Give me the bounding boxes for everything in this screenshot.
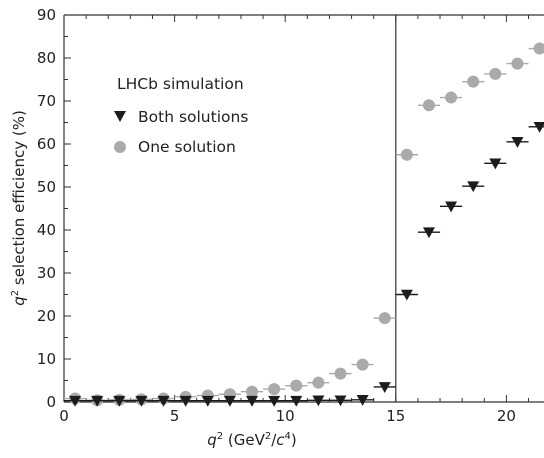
both-solutions-point	[240, 395, 264, 407]
both-solutions-point	[86, 395, 109, 407]
both-solutions-marker	[356, 395, 369, 406]
both-solutions-point	[395, 289, 418, 301]
y-tick-label: 30	[37, 264, 56, 282]
both-solutions-point	[174, 395, 197, 407]
x-tick-label: 20	[497, 407, 516, 425]
x-tick-label: 5	[170, 407, 180, 425]
both-solutions-point	[484, 158, 507, 170]
one-solution-marker	[422, 99, 435, 112]
both-solutions-point	[373, 382, 396, 393]
one-solution-point	[395, 148, 418, 161]
both-solutions-point	[130, 395, 153, 407]
both-solutions-marker	[445, 201, 458, 213]
both-solutions-marker	[268, 395, 281, 407]
both-solutions-point	[351, 395, 374, 406]
both-solutions-marker	[378, 382, 391, 393]
y-tick-label: 50	[37, 178, 56, 196]
both-solutions-marker	[312, 395, 325, 407]
axis-layer: 0 10 20 30 40 50 60 70 80 90 0 5 10 15 20	[37, 6, 544, 425]
one-solution-marker	[400, 148, 413, 161]
y-tick-label: 90	[37, 6, 56, 24]
x-tick-label: 15	[386, 407, 405, 425]
one-solution-marker	[334, 367, 347, 380]
y-tick-label: 80	[37, 49, 56, 67]
one-solution-point	[285, 379, 308, 392]
both-solutions-marker	[489, 158, 502, 170]
both-solutions-marker	[157, 395, 170, 407]
both-solutions-point	[285, 395, 308, 407]
one-solution-marker	[290, 379, 303, 392]
both-solutions-marker	[91, 395, 104, 407]
one-solution-point	[351, 358, 374, 371]
y-tick-label: 70	[37, 92, 56, 110]
one-solution-marker	[312, 376, 325, 389]
one-solution-point	[417, 99, 441, 112]
both-solutions-marker	[467, 181, 480, 193]
x-tick-label: 0	[59, 407, 69, 425]
one-solution-point	[307, 376, 330, 389]
y-tick-label: 60	[37, 135, 56, 153]
both-solutions-marker	[113, 395, 126, 407]
x-tick-label: 10	[276, 407, 295, 425]
legend-both-solutions: Both solutions	[138, 108, 248, 126]
both-solutions-point	[462, 181, 485, 193]
one-solution-marker	[445, 91, 458, 104]
both-solutions-point	[417, 227, 441, 239]
one-solution-marker	[356, 358, 369, 371]
both-solutions-point	[196, 395, 219, 407]
y-tick-label: 10	[37, 350, 56, 368]
one-solution-point	[484, 67, 507, 80]
both-solutions-marker	[511, 137, 524, 148]
one-solution-marker	[268, 383, 281, 396]
both-solutions-marker	[334, 395, 347, 407]
both-solutions-marker	[400, 289, 413, 301]
one-solution-marker	[378, 312, 391, 325]
both-solutions-point	[329, 395, 352, 407]
both-solutions-point	[108, 395, 131, 407]
both-solutions-marker	[135, 395, 148, 407]
one-solution-point	[329, 367, 352, 380]
one-solution-marker	[511, 57, 524, 70]
both-solutions-marker	[246, 395, 259, 407]
both-solutions-point	[64, 395, 87, 407]
one-solution-marker	[489, 67, 502, 80]
both-solutions-point	[528, 122, 544, 133]
both-solutions-point	[152, 395, 175, 407]
one-solution-point	[440, 91, 463, 104]
y-tick-label: 40	[37, 221, 56, 239]
both-solutions-point	[263, 395, 286, 407]
one-solution-point	[240, 385, 264, 398]
one-solution-marker	[533, 42, 544, 55]
y-axis-label: q2 selection efficiency (%)	[10, 110, 28, 306]
legend-title: LHCb simulation	[117, 75, 244, 93]
both-solutions-point	[506, 137, 529, 148]
legend-triangle-marker	[114, 111, 126, 122]
both-solutions-marker	[223, 395, 236, 407]
one-solution-marker	[246, 385, 259, 398]
both-solutions-marker	[201, 395, 214, 407]
one-solution-marker	[467, 75, 480, 88]
one-solution-point	[528, 42, 544, 55]
legend-one-solution: One solution	[138, 138, 236, 156]
both-solutions-point	[440, 201, 463, 213]
x-axis-label: q2 (GeV2/c4)	[207, 431, 297, 449]
both-solutions-marker	[179, 395, 192, 407]
both-solutions-marker	[422, 227, 435, 239]
one-solution-point	[263, 383, 286, 396]
both-solutions-marker	[69, 395, 82, 407]
one-solution-point	[462, 75, 485, 88]
marks-layer	[64, 42, 544, 407]
legend: LHCb simulation Both solutions One solut…	[114, 75, 248, 156]
both-solutions-point	[218, 395, 241, 407]
one-solution-point	[373, 312, 396, 325]
one-solution-point	[506, 57, 529, 70]
y-tick-label: 20	[37, 307, 56, 325]
y-tick-label: 0	[46, 393, 56, 411]
both-solutions-point	[307, 395, 330, 407]
both-solutions-marker	[533, 122, 544, 133]
legend-circle-marker	[114, 141, 126, 153]
both-solutions-marker	[290, 395, 303, 407]
